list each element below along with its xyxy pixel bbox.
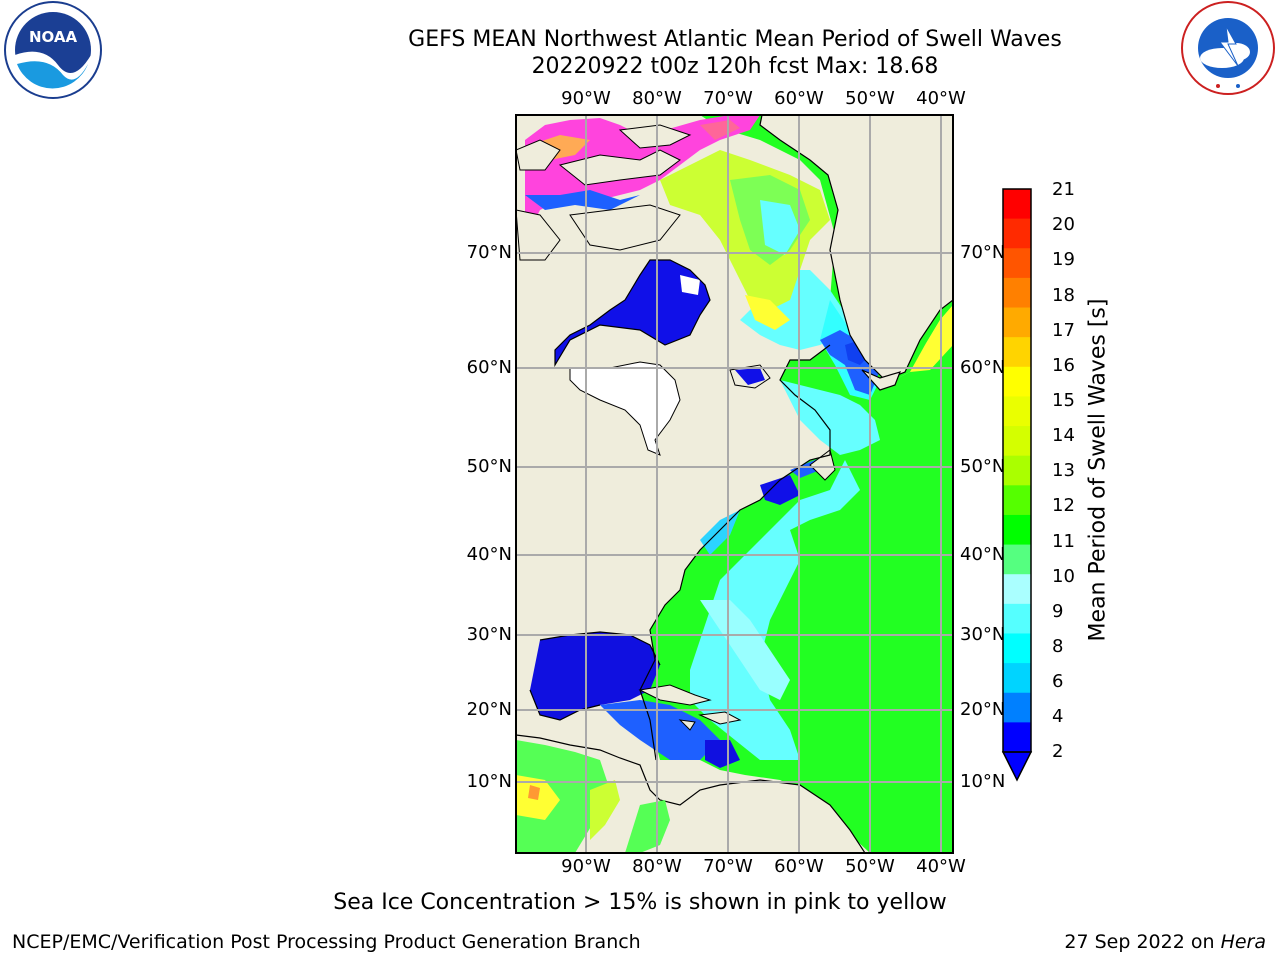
lon-label-top-60w: 60°W bbox=[774, 88, 824, 109]
lon-label-top-80w: 80°W bbox=[632, 88, 682, 109]
chart-title: GEFS MEAN Northwest Atlantic Mean Period… bbox=[408, 27, 1062, 52]
colorbar-tick-17: 17 bbox=[1052, 320, 1075, 341]
colorbar-segment bbox=[1003, 366, 1031, 397]
colorbar-tick-9: 9 bbox=[1052, 601, 1064, 622]
lon-label-bottom-80w: 80°W bbox=[632, 856, 682, 877]
colorbar-tick-18: 18 bbox=[1052, 285, 1075, 306]
colorbar-segment bbox=[1003, 248, 1031, 279]
lon-label-bottom-90w: 90°W bbox=[561, 856, 611, 877]
footer-credit: NCEP/EMC/Verification Post Processing Pr… bbox=[12, 931, 641, 953]
chart-subtitle: 20220922 t00z 120h fcst Max: 18.68 bbox=[531, 54, 939, 79]
colorbar-segment bbox=[1003, 218, 1031, 249]
colorbar-segment bbox=[1003, 722, 1031, 753]
colorbar-segment bbox=[1003, 603, 1031, 634]
lon-label-bottom-70w: 70°W bbox=[703, 856, 753, 877]
footer-date: 27 Sep 2022 on Hera bbox=[1064, 931, 1266, 953]
lon-label-top-90w: 90°W bbox=[561, 88, 611, 109]
sea-ice-note: Sea Ice Concentration > 15% is shown in … bbox=[333, 890, 947, 915]
colorbar-tick-10: 10 bbox=[1052, 566, 1075, 587]
lon-label-top-50w: 50°W bbox=[845, 88, 895, 109]
colorbar-tick-16: 16 bbox=[1052, 355, 1075, 376]
lat-label-left-30n: 30°N bbox=[466, 624, 512, 645]
lon-label-bottom-40w: 40°W bbox=[916, 856, 966, 877]
colorbar-tick-13: 13 bbox=[1052, 460, 1075, 481]
colorbar-segment bbox=[1003, 455, 1031, 486]
footer-host: Hera bbox=[1220, 931, 1266, 953]
lat-label-left-60n: 60°N bbox=[466, 357, 512, 378]
colorbar-tick-2: 2 bbox=[1052, 741, 1064, 762]
colorbar-segment bbox=[1003, 337, 1031, 368]
colorbar-tick-11: 11 bbox=[1052, 531, 1075, 552]
colorbar-tick-19: 19 bbox=[1052, 249, 1075, 270]
map-frame bbox=[515, 114, 954, 854]
lat-label-right-40n: 40°N bbox=[960, 544, 1006, 565]
lat-label-right-60n: 60°N bbox=[960, 357, 1006, 378]
colorbar-segment bbox=[1003, 426, 1031, 457]
colorbar-tick-4: 4 bbox=[1052, 706, 1064, 727]
ocean-cyan-band bbox=[690, 460, 860, 760]
colorbar-frame bbox=[1002, 188, 1032, 753]
colorbar-segment bbox=[1003, 663, 1031, 694]
colorbar bbox=[1003, 189, 1031, 753]
lat-label-right-50n: 50°N bbox=[960, 456, 1006, 477]
lon-label-top-40w: 40°W bbox=[916, 88, 966, 109]
hudson-bay-blue bbox=[555, 260, 710, 365]
colorbar-segment bbox=[1003, 307, 1031, 338]
colorbar-tick-21: 21 bbox=[1052, 179, 1075, 200]
lat-label-left-20n: 20°N bbox=[466, 699, 512, 720]
gulf-of-mexico-blue bbox=[530, 632, 660, 720]
colorbar-segment bbox=[1003, 514, 1031, 546]
greenland-land bbox=[759, 115, 953, 381]
colorbar-tick-14: 14 bbox=[1052, 425, 1075, 446]
lat-label-left-40n: 40°N bbox=[466, 544, 512, 565]
colorbar-extend-arrow bbox=[1001, 751, 1033, 782]
colorbar-segment bbox=[1003, 277, 1031, 309]
lat-label-right-20n: 20°N bbox=[960, 699, 1006, 720]
colorbar-title: Mean Period of Swell Waves [s] bbox=[1085, 298, 1111, 642]
colorbar-tick-6: 6 bbox=[1052, 671, 1064, 692]
lon-label-top-70w: 70°W bbox=[703, 88, 753, 109]
sea-ice-arctic bbox=[525, 115, 760, 260]
colorbar-segment bbox=[1003, 692, 1031, 723]
colorbar-segment bbox=[1003, 485, 1031, 516]
lat-label-left-50n: 50°N bbox=[466, 456, 512, 477]
colorbar-segment bbox=[1003, 544, 1031, 575]
lat-label-right-10n: 10°N bbox=[960, 771, 1006, 792]
colorbar-tick-8: 8 bbox=[1052, 636, 1064, 657]
lat-label-right-70n: 70°N bbox=[960, 242, 1006, 263]
colorbar-segment bbox=[1003, 396, 1031, 427]
lon-label-bottom-60w: 60°W bbox=[774, 856, 824, 877]
lat-label-left-10n: 10°N bbox=[466, 771, 512, 792]
footer-date-text: 27 Sep 2022 on bbox=[1064, 931, 1221, 953]
grid-lines bbox=[516, 115, 953, 853]
colorbar-segment bbox=[1003, 633, 1031, 664]
colorbar-tick-20: 20 bbox=[1052, 214, 1075, 235]
lat-label-right-30n: 30°N bbox=[960, 624, 1006, 645]
colorbar-tick-15: 15 bbox=[1052, 390, 1075, 411]
colorbar-tick-12: 12 bbox=[1052, 495, 1075, 516]
lat-label-left-70n: 70°N bbox=[466, 242, 512, 263]
lon-label-bottom-50w: 50°W bbox=[845, 856, 895, 877]
colorbar-segment bbox=[1003, 189, 1031, 220]
colorbar-segment bbox=[1003, 574, 1031, 605]
